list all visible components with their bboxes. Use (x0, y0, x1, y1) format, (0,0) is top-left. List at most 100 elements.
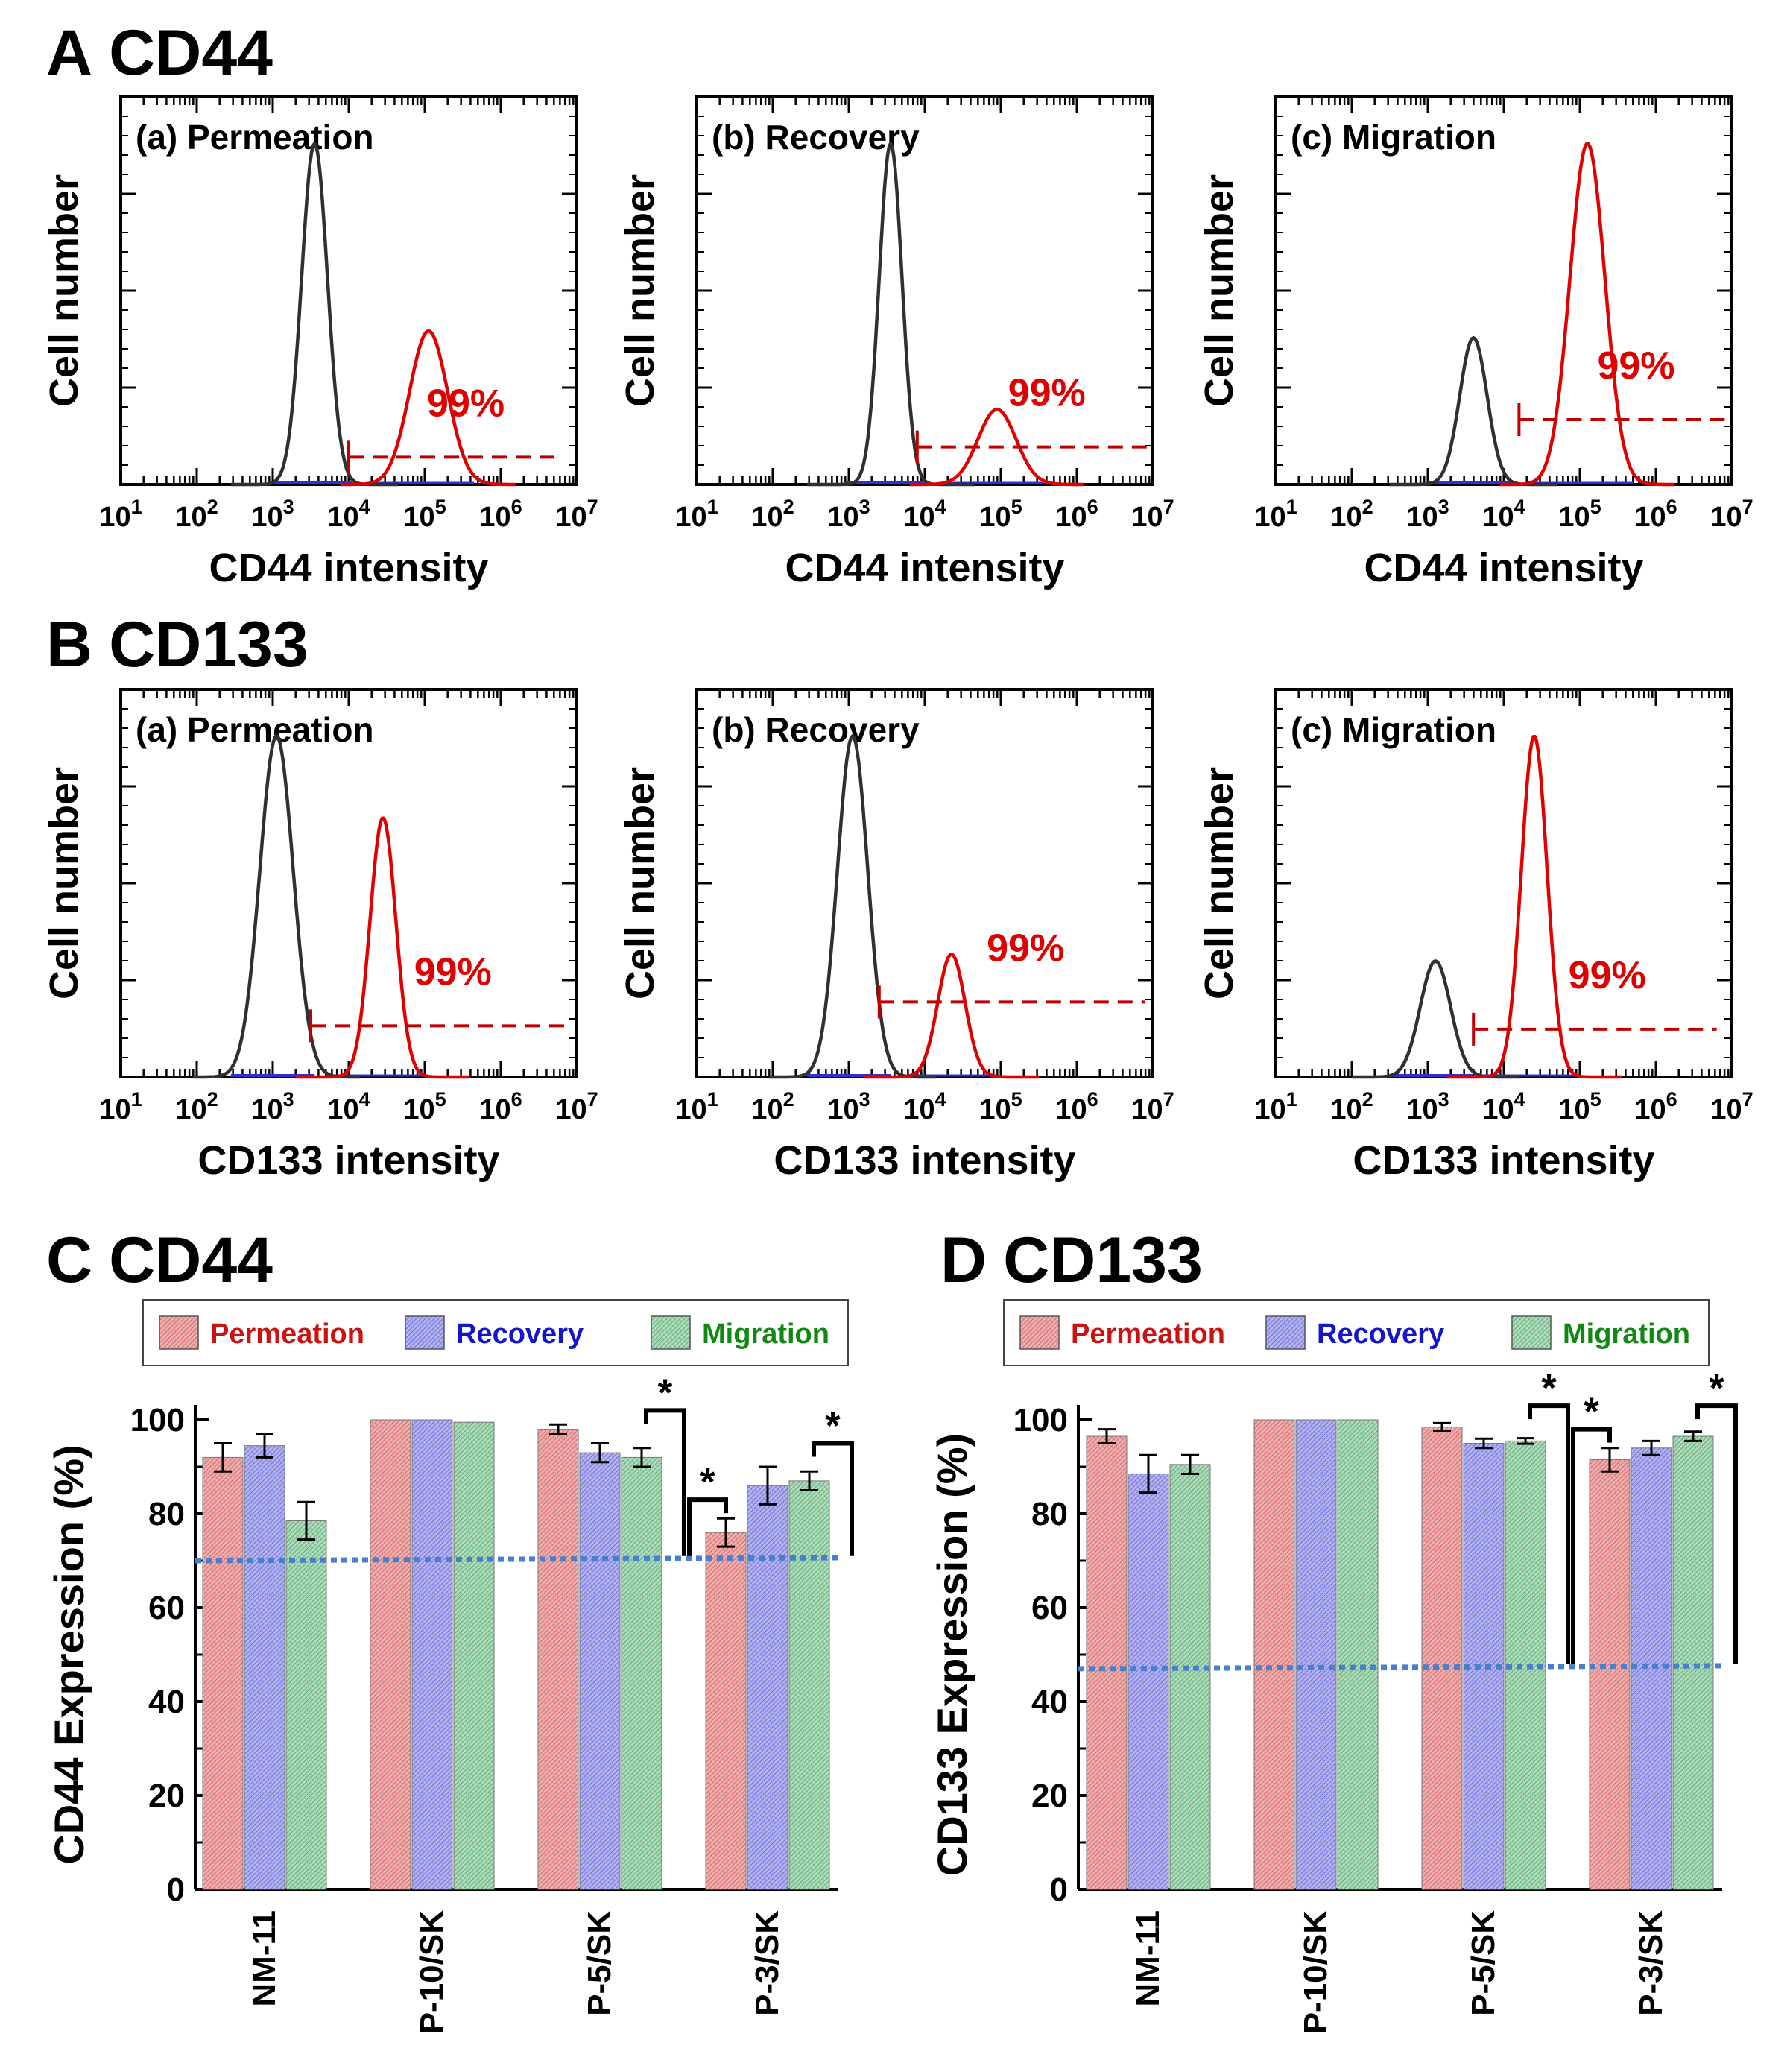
x-tick-label: 102 (1330, 1088, 1373, 1125)
x-axis-label: CD133 intensity (197, 1138, 499, 1183)
negative-control-curve (1351, 959, 1519, 1079)
percentage-label: 99% (987, 926, 1064, 970)
x-tick-label: 106 (479, 496, 522, 533)
x-tick-label: 106 (479, 1088, 522, 1125)
legend-swatch-migration (651, 1315, 691, 1350)
category-label: NM-11 (1130, 1910, 1166, 2007)
bar-permeation-p-3/sk (705, 1532, 747, 1890)
x-tick-label: 105 (403, 1088, 446, 1125)
legend-swatch-migration (1511, 1315, 1552, 1350)
x-tick-label: 106 (1634, 1088, 1677, 1125)
bar-recovery-nm-11 (244, 1445, 285, 1890)
legend-label-permeation: Permeation (1071, 1318, 1225, 1350)
histogram-A-a: 101 102 103 104 105 106 107 CD44 intensity Cell … (42, 95, 598, 590)
x-tick-label: 102 (175, 1088, 218, 1125)
significance-star: * (700, 1461, 715, 1504)
panel-a-title: CD44 (109, 17, 273, 89)
x-axis-label: CD44 intensity (209, 546, 488, 590)
bar-permeation-nm-11 (1086, 1435, 1128, 1890)
bar-permeation-p-3/sk (1589, 1459, 1631, 1890)
stained-curve (1446, 734, 1622, 1079)
x-tick-label: 101 (1254, 496, 1297, 533)
category-label: NM-11 (246, 1910, 282, 2007)
legend-swatch-recovery (1265, 1315, 1306, 1350)
significance-bracket (812, 1441, 854, 1556)
x-tick-label: 106 (1055, 496, 1098, 533)
bar-chart-D: Permeation Recovery Migration 0 20 40 60 80 100 C… (929, 1299, 1738, 2034)
x-axis-label: CD44 intensity (1364, 546, 1643, 590)
bar-recovery-p-10/sk (1295, 1419, 1337, 1890)
y-tick-label: 0 (1050, 1872, 1068, 1908)
legend-swatch-permeation (1019, 1315, 1060, 1350)
y-tick-label: 40 (148, 1684, 185, 1720)
category-label: P-5/SK (581, 1910, 618, 2016)
bar-migration-p-5/sk (621, 1456, 662, 1890)
legend-label-permeation: Permeation (210, 1318, 364, 1350)
legend-box (1003, 1299, 1710, 1366)
panel-title: (c) Migration (1291, 710, 1496, 749)
panel-c-heading: C CD44 (46, 1225, 273, 1296)
legend-label-migration: Migration (1563, 1318, 1690, 1350)
panel-title: (a) Permeation (136, 710, 374, 749)
significance-star: * (825, 1405, 841, 1448)
x-tick-label: 107 (555, 496, 598, 533)
bar-recovery-p-10/sk (411, 1419, 453, 1890)
y-tick-label: 80 (148, 1496, 185, 1532)
legend-box (142, 1299, 849, 1366)
histogram-B-b: 101 102 103 104 105 106 107 CD133 intensity Cell… (618, 688, 1174, 1183)
percentage-label: 99% (1597, 344, 1674, 388)
significance-star: * (657, 1371, 673, 1415)
x-tick-label: 104 (327, 1088, 370, 1125)
x-tick-label: 103 (827, 496, 870, 533)
x-tick-label: 103 (1406, 496, 1449, 533)
y-axis-label: CD133 Expression (%) (929, 1433, 975, 1876)
legend-label-recovery: Recovery (1317, 1318, 1444, 1350)
histogram-A-c: 101 102 103 104 105 106 107 CD44 intensity Cell … (1197, 95, 1753, 590)
x-axis-label: CD44 intensity (785, 546, 1064, 590)
panel-d-letter: D (940, 1225, 987, 1296)
stained-curve (295, 816, 471, 1079)
x-tick-label: 105 (1558, 1088, 1601, 1125)
y-tick-label: 100 (130, 1402, 185, 1438)
y-tick-label: 100 (1013, 1402, 1068, 1438)
significance-star: * (1709, 1367, 1724, 1410)
y-tick-label: 80 (1031, 1496, 1068, 1532)
x-tick-label: 102 (751, 496, 794, 533)
bar-migration-nm-11 (1169, 1464, 1211, 1890)
panel-d-title: CD133 (1003, 1225, 1203, 1296)
legend-label-recovery: Recovery (456, 1318, 584, 1350)
significance-bracket (1571, 1427, 1612, 1664)
panel-c-letter: C (46, 1225, 92, 1296)
panel-b-title: CD133 (109, 609, 309, 680)
bar-recovery-p-5/sk (579, 1452, 621, 1890)
panel-b-heading: B CD133 (46, 609, 309, 680)
legend: Permeation Recovery Migration (1003, 1299, 1710, 1366)
bar-migration-p-10/sk (453, 1421, 495, 1890)
bar-migration-nm-11 (285, 1520, 327, 1890)
significance-bracket (1695, 1403, 1738, 1664)
bar-migration-p-3/sk (1672, 1435, 1714, 1890)
y-axis-label: Cell number (1197, 174, 1242, 407)
x-tick-label: 105 (979, 496, 1022, 533)
y-tick-label: 20 (1031, 1778, 1068, 1814)
x-tick-label: 101 (675, 1088, 718, 1125)
bar-permeation-nm-11 (202, 1456, 244, 1890)
stained-curve (864, 953, 1040, 1079)
panel-title: (b) Recovery (712, 118, 920, 157)
significance-bracket (687, 1497, 728, 1556)
stained-curve (1499, 142, 1675, 487)
bar-recovery-nm-11 (1128, 1473, 1169, 1890)
significance-star: * (1584, 1391, 1599, 1434)
negative-control-curve (1389, 335, 1557, 487)
category-label: P-10/SK (414, 1910, 450, 2035)
y-tick-label: 60 (148, 1590, 185, 1626)
y-tick-label: 60 (1031, 1590, 1068, 1626)
x-tick-label: 103 (251, 1088, 294, 1125)
charts-layer: 101 102 103 104 105 106 107 CD44 intensity Cell … (42, 95, 1753, 2035)
stained-curve (341, 329, 516, 487)
significance-bracket (1528, 1403, 1570, 1664)
x-tick-label: 107 (1131, 1088, 1174, 1125)
x-tick-label: 107 (1710, 1088, 1753, 1125)
category-label: P-3/SK (749, 1910, 785, 2016)
x-tick-label: 105 (1558, 496, 1601, 533)
